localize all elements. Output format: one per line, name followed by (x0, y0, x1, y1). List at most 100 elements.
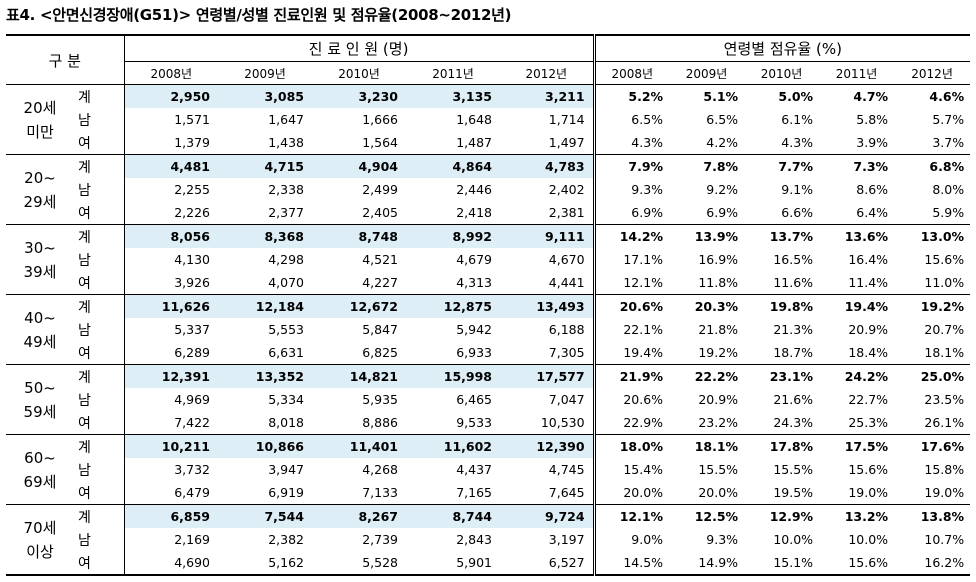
patient-count-cell: 4,227 (362, 275, 398, 290)
share-percent-cell: 23.1% (744, 364, 820, 388)
sex-label: 계 (74, 434, 124, 458)
patient-count-cell: 1,714 (548, 112, 585, 127)
patient-count-cell: 4,969 (123, 388, 218, 411)
patient-count-cell: 1,497 (548, 135, 585, 150)
share-percent-cell: 6.5% (592, 108, 670, 131)
share-percent-cell: 11.4% (848, 275, 889, 290)
share-percent-cell: 11.0% (924, 275, 965, 290)
patient-count-cell: 2,446 (456, 182, 492, 197)
share-percent-cell: 24.2% (819, 364, 895, 388)
patient-count-cell: 1,666 (362, 112, 398, 127)
sex-label: 계 (74, 224, 124, 248)
share-percent-cell: 7.9% (592, 154, 670, 178)
share-percent-cell: 4.3% (781, 135, 814, 150)
patient-count-cell: 2,843 (456, 532, 492, 547)
share-percent-cell: 23.5% (924, 392, 965, 407)
patient-count-cell: 11,401 (312, 434, 406, 458)
share-percent-cell: 21.9% (592, 364, 670, 388)
table-row: 남 1,571 1,647 1,666 1,648 1,714 6.5% 6.5% 6.1% 5.… (6, 108, 970, 131)
share-percent-cell: 15.6% (848, 462, 889, 477)
share-percent-cell: 15.6% (819, 551, 895, 576)
share-percent-cell: 6.6% (781, 205, 814, 220)
patient-count-cell: 7,544 (218, 504, 312, 528)
sex-label: 여 (78, 485, 91, 502)
share-percent-cell: 22.9% (592, 411, 670, 435)
table-row: 남 2,169 2,382 2,739 2,843 3,197 9.0% 9.3% 10.0% 1… (6, 528, 970, 551)
patient-count-cell: 10,211 (123, 434, 218, 458)
patient-count-cell: 7,165 (456, 485, 492, 500)
patient-count-cell: 2,405 (362, 205, 398, 220)
share-percent-cell: 16.5% (773, 252, 814, 267)
share-header: 연령별 점유율 (%) (592, 34, 971, 62)
patient-count-cell: 6,933 (456, 345, 492, 360)
sex-label: 여 (78, 135, 91, 152)
share-percent-cell: 4.6% (929, 89, 965, 104)
share-percent-cell: 6.5% (706, 112, 739, 127)
patient-count-cell: 8,992 (406, 224, 500, 248)
sex-label: 남 (78, 322, 91, 339)
share-percent-cell: 4.3% (592, 131, 670, 155)
share-percent-cell: 19.0% (924, 485, 965, 500)
share-percent-cell: 15.8% (924, 462, 965, 477)
table-row: 남 4,130 4,298 4,521 4,679 4,670 17.1% 16.9% 16.5… (6, 248, 970, 271)
patient-count-cell: 12,390 (500, 434, 595, 458)
table-row: 남 5,337 5,553 5,847 5,942 6,188 22.1% 21.8% 21.3… (6, 318, 970, 341)
sex-label: 계 (74, 504, 124, 528)
age-group-label: 30~ 39세 (6, 224, 74, 295)
patient-count-cell: 4,690 (123, 551, 218, 576)
sex-label: 여 (74, 551, 124, 576)
share-percent-cell: 17.6% (894, 434, 971, 458)
age-group-label: 20세 미만 (23, 98, 57, 141)
share-percent-cell: 3.9% (856, 135, 889, 150)
share-percent-cell: 18.4% (848, 345, 889, 360)
share-percent-cell: 7.8% (669, 154, 745, 178)
sex-label: 남 (78, 112, 91, 129)
share-year-header: 2009년 (669, 61, 745, 85)
share-percent-cell: 23.2% (698, 415, 739, 430)
share-percent-cell: 21.6% (773, 392, 814, 407)
table-row: 남 2,255 2,338 2,499 2,446 2,402 9.3% 9.2% 9.1% 8.… (6, 178, 970, 201)
share-percent-cell: 8.0% (932, 182, 965, 197)
share-percent-cell: 25.3% (848, 415, 889, 430)
share-year-header: 2011년 (819, 61, 895, 85)
patient-count-cell: 6,527 (500, 551, 595, 576)
share-percent-cell: 17.1% (592, 248, 670, 271)
share-percent-cell: 20.3% (669, 294, 745, 318)
patient-count-cell: 3,947 (268, 462, 304, 477)
patient-count-cell: 9,111 (500, 224, 595, 248)
share-percent-cell: 3.7% (932, 135, 965, 150)
patient-count-cell: 7,645 (548, 485, 585, 500)
patient-count-cell: 12,875 (406, 294, 500, 318)
sex-label: 남 (78, 392, 91, 409)
share-percent-cell: 19.0% (848, 485, 889, 500)
patient-count-cell: 8,267 (312, 504, 406, 528)
share-percent-cell: 20.0% (698, 485, 739, 500)
patient-count-cell: 1,379 (123, 131, 218, 155)
share-percent-cell: 12.1% (592, 271, 670, 295)
patient-count-cell: 4,521 (362, 252, 398, 267)
patient-count-cell: 3,732 (123, 458, 218, 481)
share-percent-cell: 9.1% (781, 182, 814, 197)
share-percent-cell: 20.9% (698, 392, 739, 407)
share-percent-cell: 14.9% (669, 551, 745, 576)
share-percent-cell: 19.5% (773, 485, 814, 500)
share-percent-cell: 15.6% (924, 252, 965, 267)
table-row: 여 4,690 5,162 5,528 5,901 6,527 14.5% 14.9% 15.1… (6, 551, 971, 576)
patient-count-cell: 2,418 (456, 205, 492, 220)
patient-count-cell: 12,391 (123, 364, 218, 388)
patient-count-cell: 8,748 (312, 224, 406, 248)
patients-year-header: 2010년 (312, 61, 406, 85)
share-percent-cell: 6.9% (592, 201, 670, 225)
patients-year-header: 2012년 (500, 61, 595, 85)
patient-count-cell: 5,942 (456, 322, 492, 337)
patient-count-cell: 2,382 (268, 532, 304, 547)
share-percent-cell: 6.8% (894, 154, 971, 178)
patient-count-cell: 1,647 (268, 112, 304, 127)
share-percent-cell: 21.8% (698, 322, 739, 337)
patient-count-cell: 4,715 (218, 154, 312, 178)
share-percent-cell: 22.2% (669, 364, 745, 388)
patient-count-cell: 5,528 (312, 551, 406, 576)
share-percent-cell: 20.0% (592, 481, 670, 505)
patient-count-cell: 4,437 (456, 462, 492, 477)
patient-count-cell: 12,672 (312, 294, 406, 318)
